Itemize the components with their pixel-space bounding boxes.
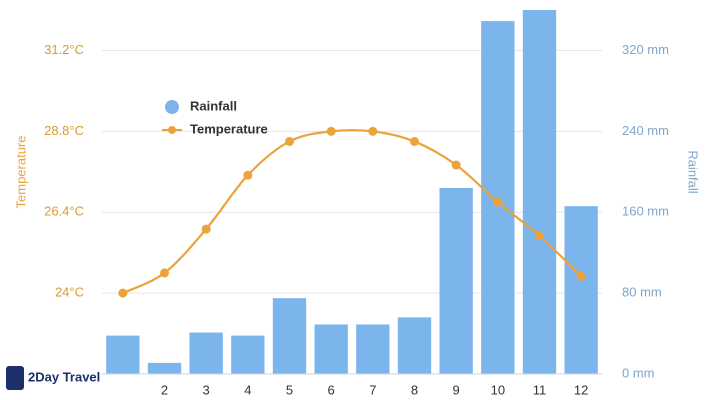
bar: [564, 206, 598, 374]
point: [535, 231, 544, 241]
x-tick-label: 7: [369, 382, 376, 397]
y-tick-label: 24°C: [55, 285, 84, 300]
bar: [481, 21, 515, 374]
x-tick-label: 12: [574, 382, 588, 397]
y2-tick-label: 320 mm: [622, 42, 669, 57]
bar: [356, 324, 390, 374]
point: [243, 170, 253, 180]
legend-label: Temperature: [190, 121, 268, 136]
point: [410, 136, 419, 146]
bar: [147, 362, 182, 374]
x-tick-label: 6: [328, 382, 335, 397]
bar: [106, 335, 140, 374]
point: [201, 224, 211, 234]
x-tick-label: 11: [533, 382, 547, 397]
legend-symbol: [165, 100, 179, 114]
x-tick-label: 8: [411, 382, 418, 397]
y-tick-label: 31.2°C: [44, 42, 84, 57]
bar: [397, 317, 432, 374]
y2-tick-label: 160 mm: [622, 204, 669, 219]
point: [285, 136, 294, 146]
x-tick-label: 10: [491, 382, 505, 397]
bar: [314, 324, 348, 374]
bar: [439, 187, 473, 374]
legend-symbol: [168, 126, 176, 134]
bar: [272, 298, 307, 374]
y2-tick-label: 80 mm: [622, 285, 662, 300]
point: [451, 160, 461, 170]
y2-axis-title: Rainfall: [686, 150, 701, 193]
point: [160, 268, 169, 278]
watermark: 2Day Travel: [28, 369, 100, 384]
y-axis-title: Temperature: [13, 136, 28, 209]
y2-tick-label: 240 mm: [622, 123, 669, 138]
plot-area: [106, 10, 598, 374]
bar: [189, 332, 223, 374]
point: [576, 271, 586, 281]
x-tick-label: 5: [286, 382, 293, 397]
y-tick-label: 28.8°C: [44, 123, 84, 138]
point: [493, 197, 503, 207]
bar: [231, 335, 265, 374]
x-tick-label: 3: [203, 382, 210, 397]
x-tick-label: 2: [161, 382, 168, 397]
y2-tick-label: 0 mm: [622, 365, 655, 380]
point: [118, 288, 128, 298]
y-tick-label: 26.4°C: [44, 204, 84, 219]
point: [368, 126, 378, 136]
point: [326, 126, 336, 136]
logo: 2Day Travel: [6, 366, 100, 390]
x-tick-label: 4: [244, 382, 251, 397]
x-tick-label: 9: [453, 382, 460, 397]
legend-label: Rainfall: [190, 98, 237, 113]
bar: [522, 10, 557, 374]
